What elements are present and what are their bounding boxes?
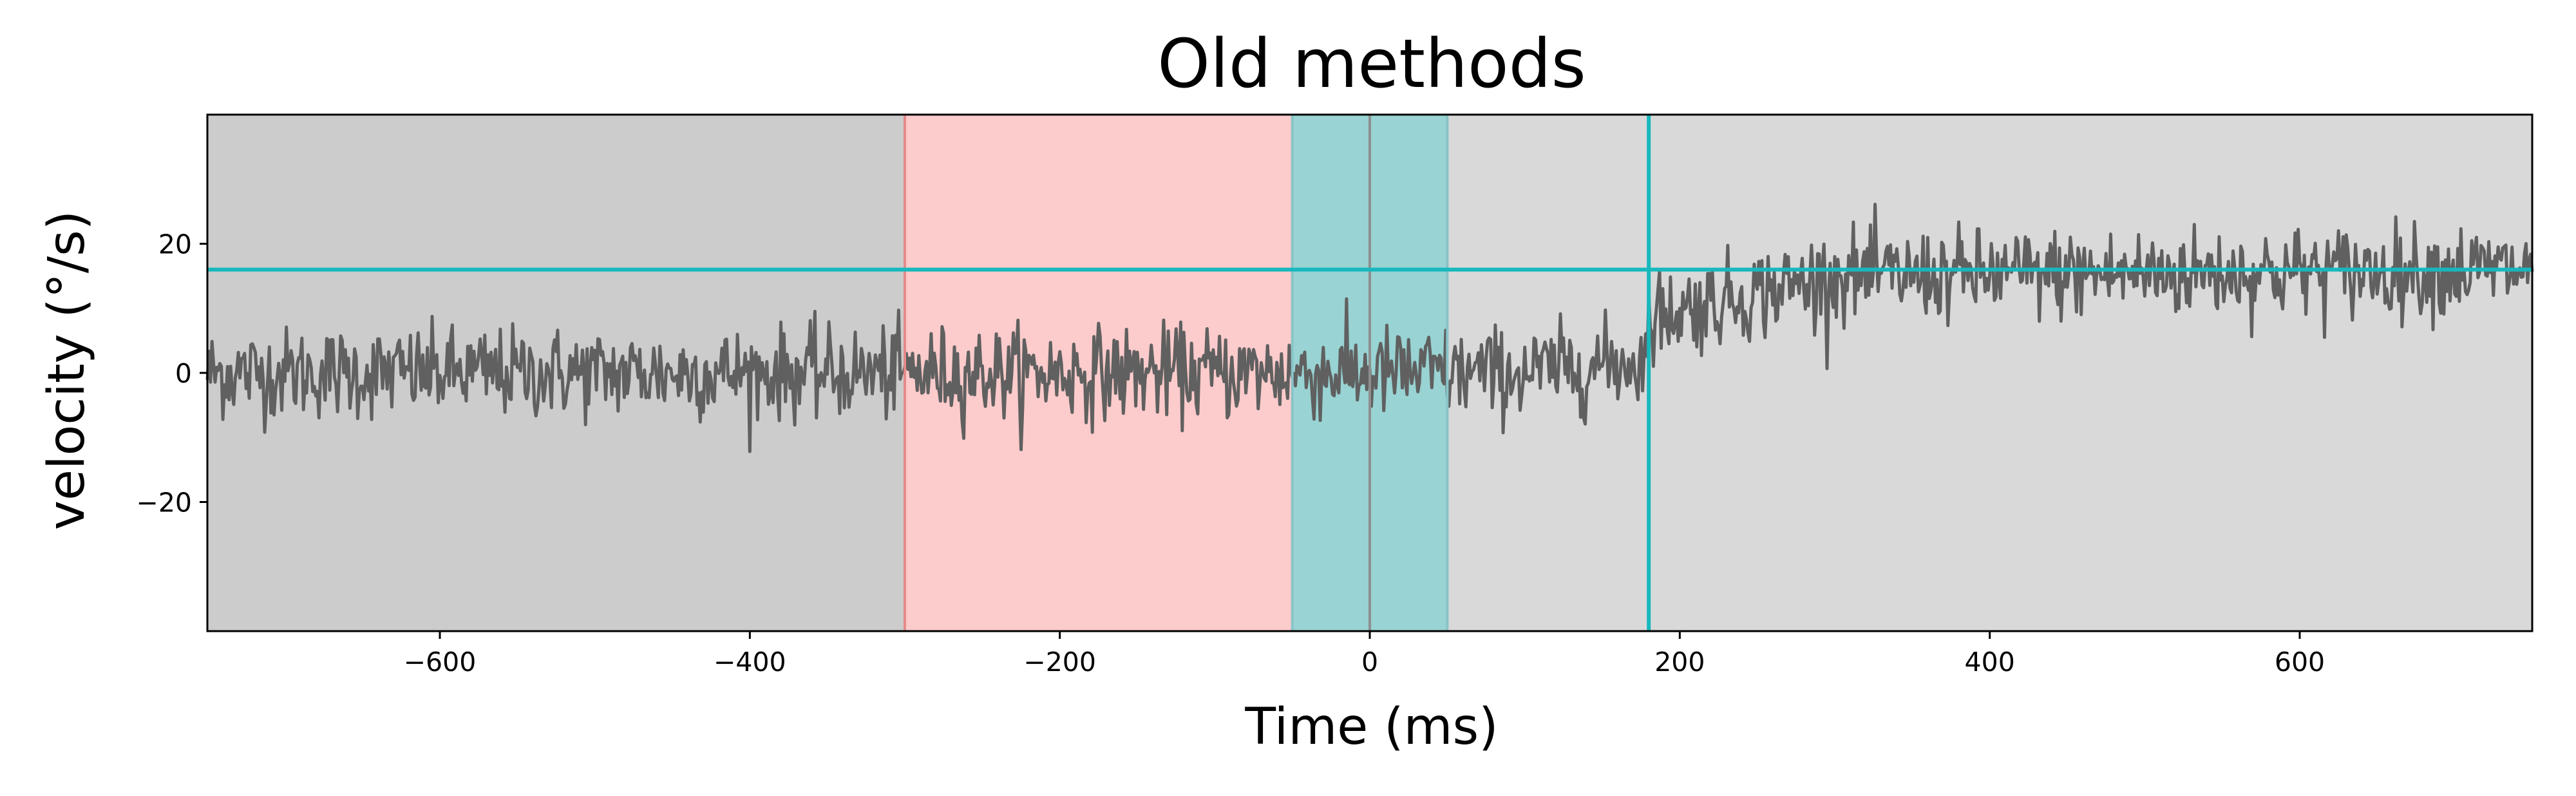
y-tick-label: 0	[175, 358, 192, 389]
x-tick-label: 400	[1965, 647, 2015, 678]
x-axis-label: Time (ms)	[1244, 698, 1498, 756]
x-tick-label: −200	[1023, 647, 1096, 678]
y-tick-label: −20	[136, 488, 192, 518]
reference-lines	[207, 115, 2532, 631]
x-tick-label: −400	[714, 647, 786, 678]
x-tick-label: 600	[2275, 647, 2325, 678]
x-tick-label: 200	[1654, 647, 1705, 678]
y-axis-label: velocity (°/s)	[38, 211, 96, 530]
x-tick-label: −600	[404, 647, 477, 678]
x-axis-ticks: −600 −400 −200 0 200 400 600	[404, 631, 2325, 678]
y-axis-ticks: −20 0 20	[136, 229, 207, 518]
x-tick-label: 0	[1361, 647, 1378, 678]
y-tick-label: 20	[158, 229, 192, 260]
chart-title: Old methods	[1157, 24, 1586, 103]
